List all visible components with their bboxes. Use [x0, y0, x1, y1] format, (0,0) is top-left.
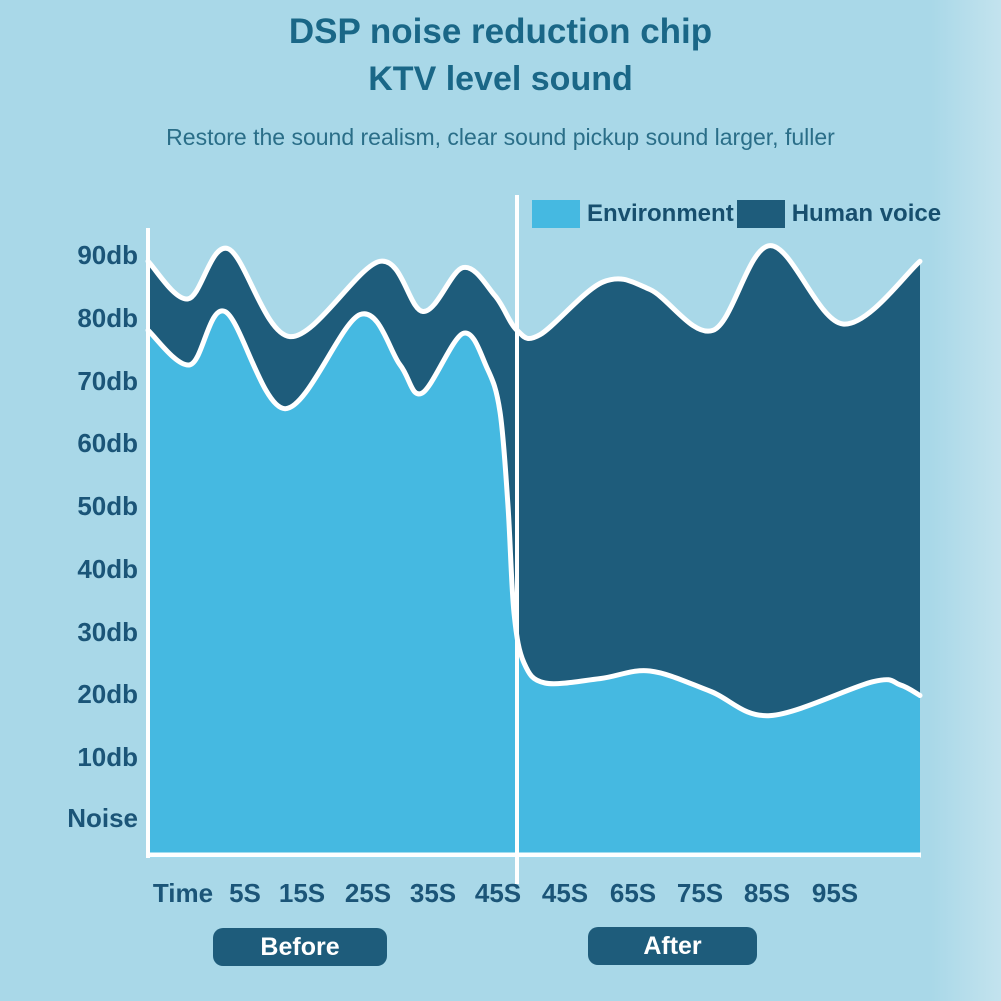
y-tick-label: 10db [77, 742, 138, 772]
curve-outline-environment [145, 308, 923, 719]
legend-label: Environment [587, 200, 734, 227]
x-tick-label: 5S [229, 878, 261, 908]
x-tick-label: 85S [743, 878, 791, 908]
x-tick-label: 45S [541, 878, 589, 908]
chart-legend: Environment Human voice [532, 199, 944, 229]
x-tick-label: 45S [474, 878, 522, 908]
y-tick-label: 60db [77, 428, 138, 459]
legend-swatch-environment [532, 200, 580, 228]
y-tick-label: 70db [77, 365, 138, 396]
x-tick-label: 25S [344, 878, 392, 908]
x-tick-label: 15S [278, 878, 326, 908]
x-tick-label: 95S [811, 878, 859, 908]
x-tick-label: 35S [409, 878, 457, 908]
page-title-line2: KTV level sound [368, 60, 633, 98]
legend-swatch-human-voice [736, 200, 785, 228]
y-tick-label: 50db [77, 491, 138, 521]
x-axis-caption: Time [152, 878, 214, 908]
area-environment [148, 310, 920, 858]
area-human-voice [148, 245, 920, 858]
y-tick-label: 80db [77, 302, 138, 333]
y-tick-label: 90db [77, 240, 138, 270]
x-tick-label: 65S [609, 878, 657, 908]
y-tick-label: 30db [77, 616, 138, 647]
tagline: Restore the sound realism, clear sound p… [166, 124, 835, 150]
before-button[interactable]: Before [213, 928, 387, 966]
y-tick-label: 40db [77, 553, 138, 584]
after-button[interactable]: After [588, 927, 757, 965]
y-axis-caption: Noise [67, 802, 138, 833]
y-tick-label: 20db [77, 679, 138, 710]
curve-outline-human-voice [145, 243, 923, 342]
legend-label: Human voice [791, 200, 942, 227]
page-title: DSP noise reduction chip [288, 12, 713, 51]
x-tick-label: 75S [676, 878, 724, 908]
